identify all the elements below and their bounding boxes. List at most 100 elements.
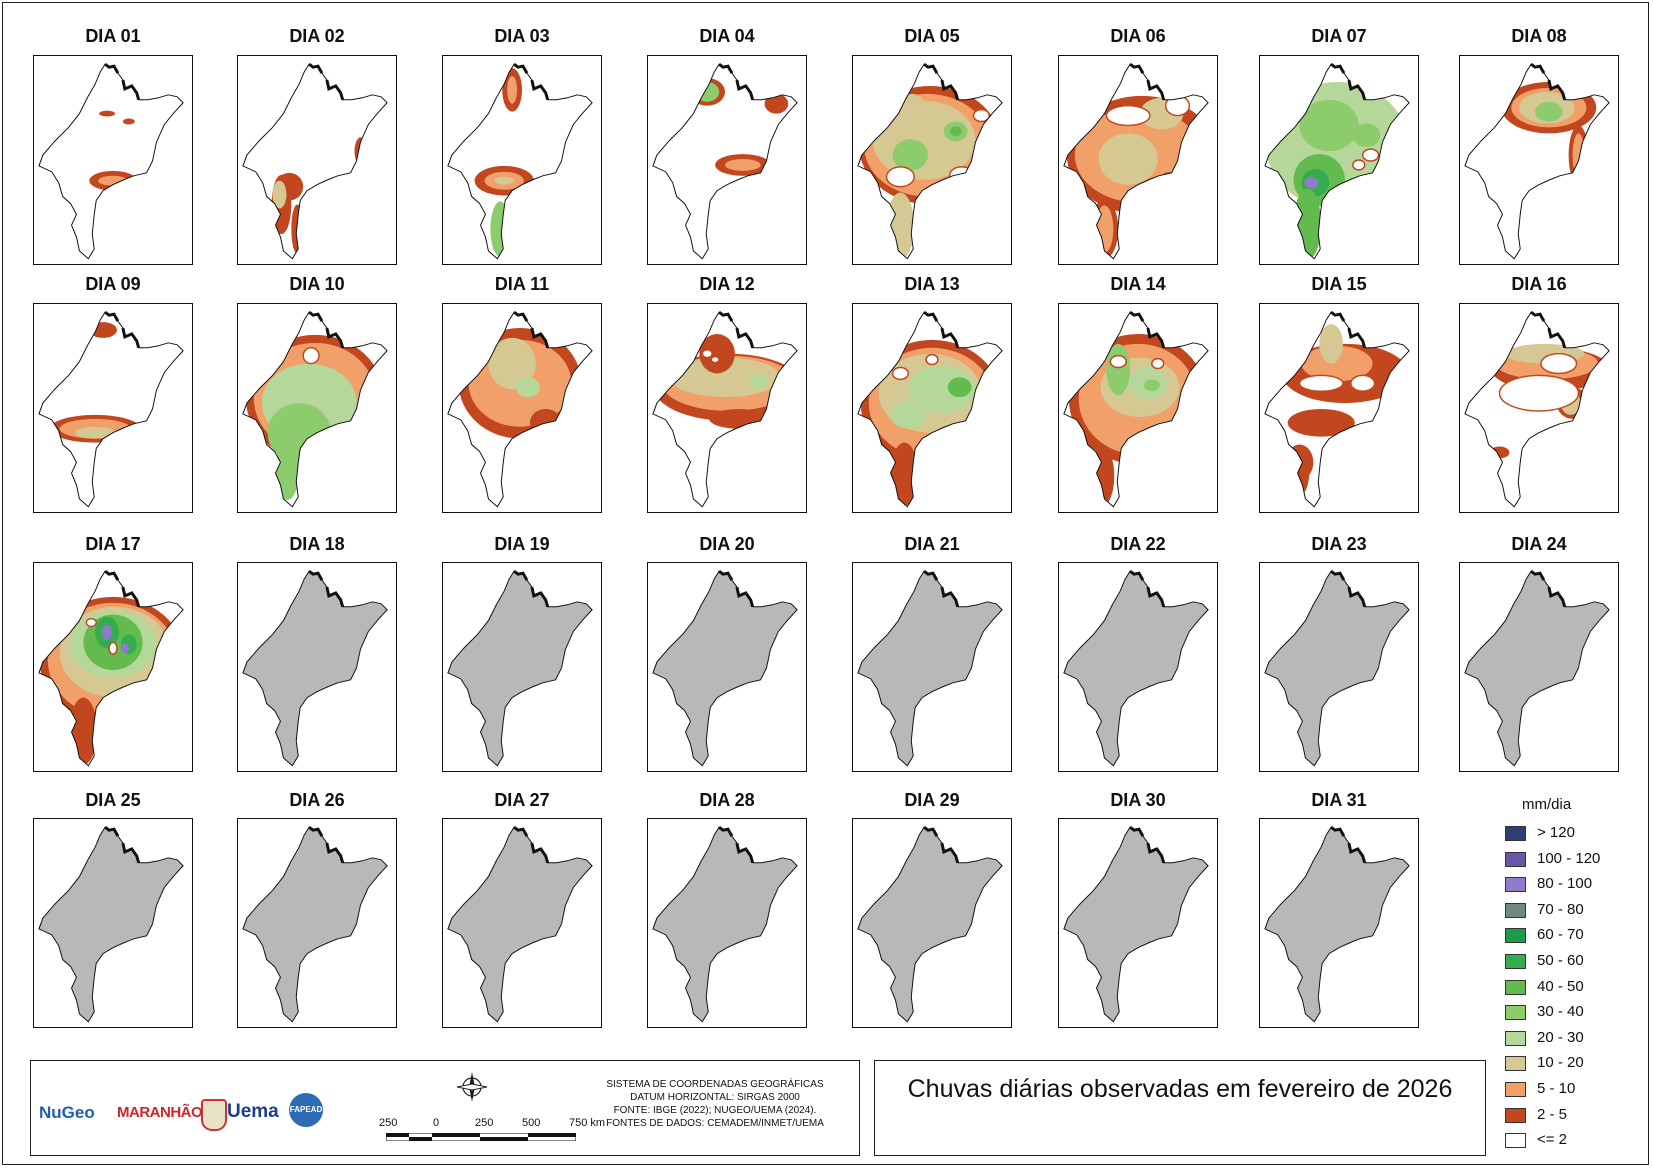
rainfall-zone [695,81,720,102]
state-map [857,826,1003,1023]
rainfall-zone [102,624,113,641]
day-label: DIA 01 [85,26,141,46]
dry-zone [1350,374,1376,392]
state-shape [1063,571,1209,766]
day-label: DIA 08 [1511,26,1567,46]
state-shape [242,64,388,259]
coastline [1129,826,1166,864]
fapead-emblem-icon [289,1093,323,1127]
dry-zone [891,366,910,381]
day-label: DIA 29 [904,790,960,810]
legend-swatch [1505,928,1526,944]
logos-box: NuGeo MARANHÃO Uema FAPEAD 250 0 250 500… [30,1060,860,1156]
day-label: DIA 04 [699,26,755,46]
coastline [1330,826,1367,864]
day-label: DIA 19 [494,534,550,554]
rainfall-zone [122,118,135,125]
rainfall-zone [1304,176,1319,189]
day-label: DIA 02 [289,26,345,46]
day-map-panel [33,55,193,265]
state-map [447,826,593,1023]
state-shape [242,571,388,766]
legend-swatch [1505,1082,1526,1097]
rainfall-zone [890,401,927,429]
coastline [104,570,141,608]
state-shape [447,64,593,259]
rainfall-zone [892,139,929,171]
legend-swatch [1505,851,1526,867]
north-arrow-icon [456,1072,488,1102]
scale-label: 250 [475,1117,494,1129]
day-map-panel [1259,303,1419,513]
title-box [874,1060,1486,1156]
day-label: DIA 25 [85,790,141,810]
coastline [1129,570,1166,608]
day-label: DIA 15 [1311,274,1367,294]
state-map [652,570,798,767]
coastline [923,63,960,101]
state-map [242,311,388,508]
legend-label: 30 - 40 [1537,1003,1584,1021]
rainfall-zone [1535,101,1563,122]
day-map-panel [1058,562,1218,772]
rainfall-layer [245,334,385,500]
dry-zone [885,166,915,188]
coastline [513,311,550,349]
day-map-panel [33,562,193,772]
coastline [308,63,345,101]
day-map-panel [442,303,602,513]
day-map-panel [33,818,193,1028]
coastline [104,826,141,864]
day-map-panel [237,303,397,513]
rainfall-zone [490,201,511,257]
state-map [857,570,1003,767]
dry-zone [108,641,118,655]
rainfall-zone [908,365,976,413]
state-map [857,63,1003,260]
dry-zone [1498,374,1580,412]
dry-zone [1105,104,1151,127]
rainfall-zone [120,643,129,654]
coastline [1129,63,1166,101]
coastline [923,570,960,608]
state-shape [1063,827,1209,1022]
day-map-panel [1058,55,1218,265]
day-map-panel [1058,303,1218,513]
state-map [652,63,798,260]
state-map [1464,63,1610,260]
coastline [1330,63,1367,101]
state-shape [1464,571,1610,766]
coastline [513,826,550,864]
coastline [308,311,345,349]
state-shape [38,312,184,507]
dry-zone [972,108,991,123]
rainfall-zone [75,426,115,439]
day-label: DIA 18 [289,534,345,554]
rainfall-zone [896,93,929,138]
day-map-panel [852,562,1012,772]
nugeo-logo: NuGeo [39,1103,95,1122]
day-label: DIA 05 [904,26,960,46]
legend-title: mm/dia [1522,796,1572,813]
state-map [38,570,184,767]
legend-swatch [1505,877,1526,893]
rainfall-zone [1299,99,1359,152]
rainfall-zone [99,110,115,117]
day-map-panel [1259,55,1419,265]
state-shape [1264,827,1410,1022]
coastline [1530,570,1567,608]
state-map [1264,311,1410,508]
day-label: DIA 14 [1110,274,1166,294]
day-label: DIA 23 [1311,534,1367,554]
dry-zone [1540,352,1578,375]
coordinate-system-note: SISTEMA DE COORDENADAS GEOGRÁFICAS DATUM… [595,1078,835,1130]
dry-zone [1151,357,1165,370]
day-map-panel [647,55,807,265]
dry-zone [1352,159,1366,171]
state-map [38,311,184,508]
day-map-panel [237,562,397,772]
dry-zone [1361,148,1380,162]
day-map-panel [647,303,807,513]
uema-logo: Uema [227,1101,279,1122]
state-map [242,826,388,1023]
